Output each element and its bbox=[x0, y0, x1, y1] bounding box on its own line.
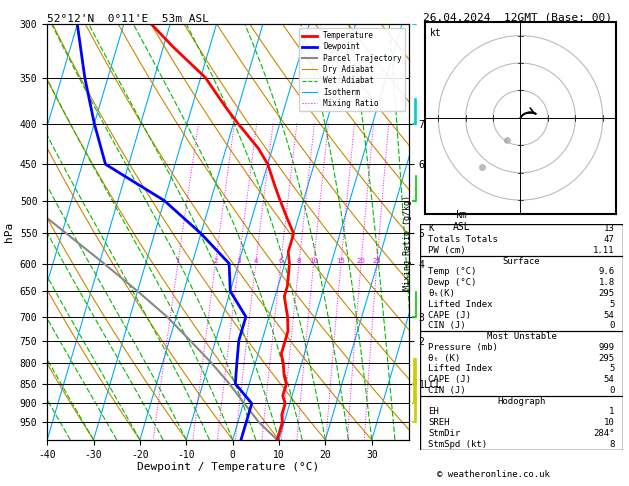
Text: 8: 8 bbox=[610, 440, 615, 449]
Text: 284°: 284° bbox=[593, 429, 615, 438]
Text: 999: 999 bbox=[598, 343, 615, 352]
Text: 15: 15 bbox=[337, 258, 345, 263]
Y-axis label: hPa: hPa bbox=[4, 222, 14, 242]
Text: PW (cm): PW (cm) bbox=[428, 246, 466, 255]
Text: 1: 1 bbox=[175, 258, 180, 263]
Text: 10: 10 bbox=[309, 258, 318, 263]
Text: Lifted Index: Lifted Index bbox=[428, 300, 493, 309]
Text: 10: 10 bbox=[604, 418, 615, 427]
Text: 2: 2 bbox=[213, 258, 218, 263]
Text: 8: 8 bbox=[297, 258, 301, 263]
Text: 26.04.2024  12GMT (Base: 00): 26.04.2024 12GMT (Base: 00) bbox=[423, 12, 611, 22]
Text: Totals Totals: Totals Totals bbox=[428, 235, 498, 244]
Text: 295: 295 bbox=[598, 354, 615, 363]
Text: Pressure (mb): Pressure (mb) bbox=[428, 343, 498, 352]
Text: 25: 25 bbox=[372, 258, 381, 263]
Text: SREH: SREH bbox=[428, 418, 450, 427]
Text: EH: EH bbox=[428, 407, 439, 417]
Text: Surface: Surface bbox=[503, 257, 540, 266]
Text: kt: kt bbox=[430, 28, 442, 37]
Text: 0: 0 bbox=[610, 386, 615, 395]
Text: 295: 295 bbox=[598, 289, 615, 298]
Text: o: o bbox=[504, 138, 508, 143]
X-axis label: Dewpoint / Temperature (°C): Dewpoint / Temperature (°C) bbox=[137, 462, 319, 472]
Text: Lifted Index: Lifted Index bbox=[428, 364, 493, 373]
Text: CAPE (J): CAPE (J) bbox=[428, 311, 471, 319]
Text: θₜ(K): θₜ(K) bbox=[428, 289, 455, 298]
Text: K: K bbox=[428, 225, 433, 233]
Text: StmSpd (kt): StmSpd (kt) bbox=[428, 440, 487, 449]
Text: 1.11: 1.11 bbox=[593, 246, 615, 255]
Text: 54: 54 bbox=[604, 375, 615, 384]
Text: Most Unstable: Most Unstable bbox=[486, 332, 557, 341]
Text: 5: 5 bbox=[610, 300, 615, 309]
Text: Dewp (°C): Dewp (°C) bbox=[428, 278, 477, 287]
Text: CAPE (J): CAPE (J) bbox=[428, 375, 471, 384]
Text: © weatheronline.co.uk: © weatheronline.co.uk bbox=[437, 469, 550, 479]
Text: Hodograph: Hodograph bbox=[498, 397, 545, 406]
Text: Temp (°C): Temp (°C) bbox=[428, 267, 477, 277]
Text: 3: 3 bbox=[237, 258, 241, 263]
Text: CIN (J): CIN (J) bbox=[428, 321, 466, 330]
Text: 9.6: 9.6 bbox=[598, 267, 615, 277]
Legend: Temperature, Dewpoint, Parcel Trajectory, Dry Adiabat, Wet Adiabat, Isotherm, Mi: Temperature, Dewpoint, Parcel Trajectory… bbox=[299, 28, 405, 111]
Text: 47: 47 bbox=[604, 235, 615, 244]
Text: 13: 13 bbox=[604, 225, 615, 233]
Text: 54: 54 bbox=[604, 311, 615, 319]
Text: 6: 6 bbox=[279, 258, 283, 263]
Text: θₜ (K): θₜ (K) bbox=[428, 354, 460, 363]
Text: 0: 0 bbox=[610, 321, 615, 330]
Text: 52°12'N  0°11'E  53m ASL: 52°12'N 0°11'E 53m ASL bbox=[47, 14, 209, 23]
Text: CIN (J): CIN (J) bbox=[428, 386, 466, 395]
Text: 4: 4 bbox=[253, 258, 258, 263]
Text: 20: 20 bbox=[357, 258, 365, 263]
Text: StmDir: StmDir bbox=[428, 429, 460, 438]
Text: 1.8: 1.8 bbox=[598, 278, 615, 287]
Text: Mixing Ratio (g/kg): Mixing Ratio (g/kg) bbox=[403, 195, 412, 291]
Text: 5: 5 bbox=[610, 364, 615, 373]
Y-axis label: km
ASL: km ASL bbox=[453, 210, 470, 232]
Text: 1: 1 bbox=[610, 407, 615, 417]
